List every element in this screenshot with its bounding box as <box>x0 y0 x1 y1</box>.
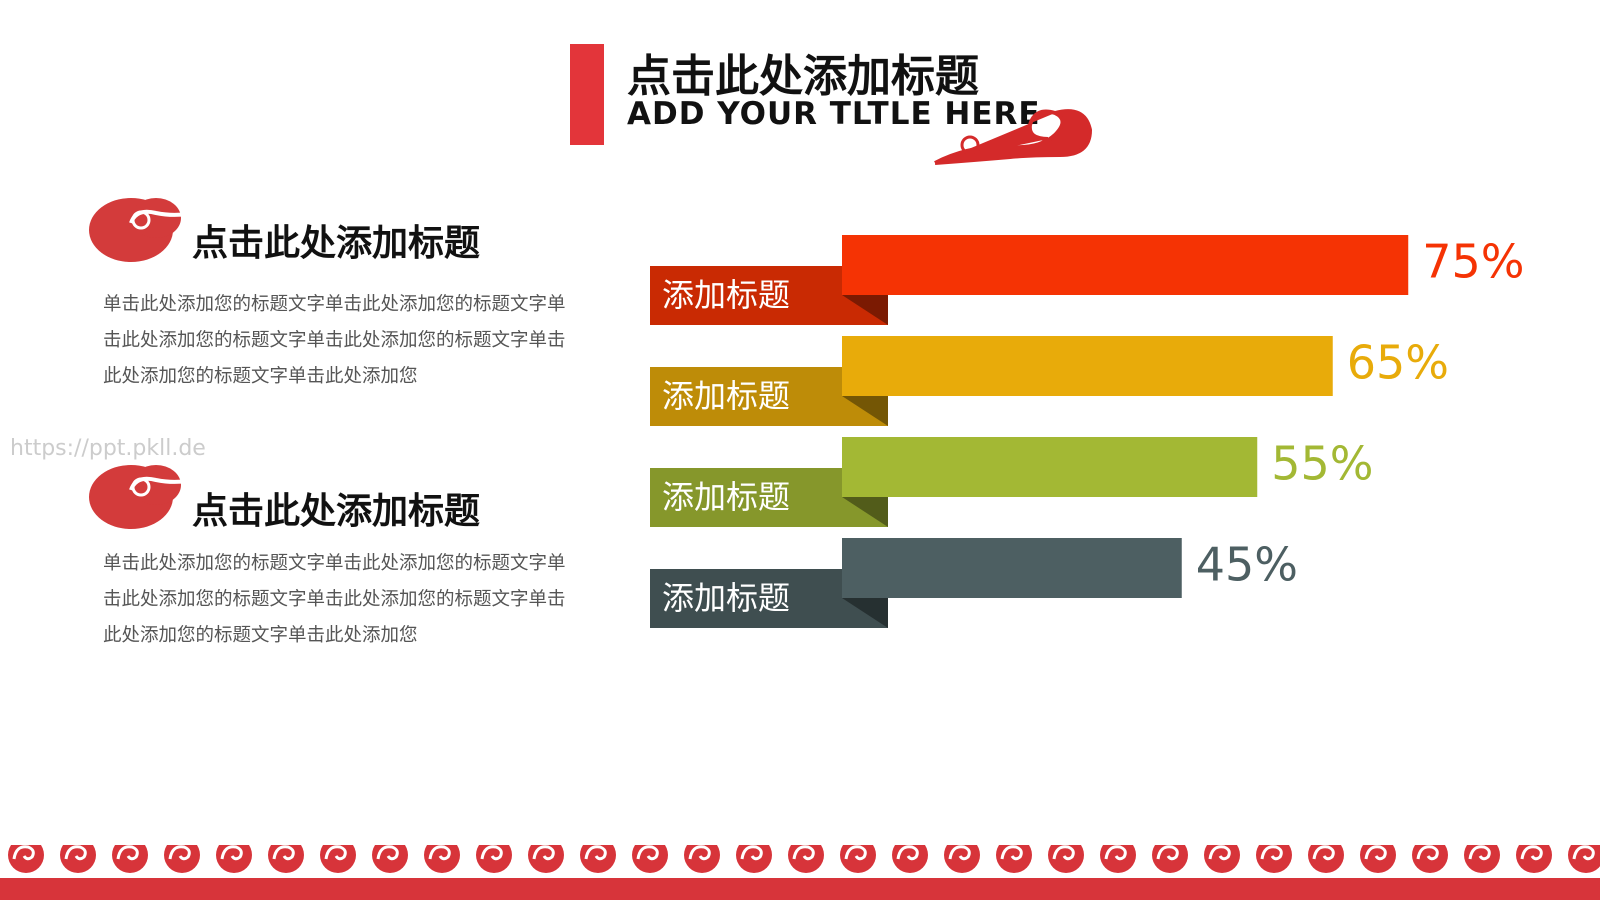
bar <box>842 437 1258 497</box>
section-heading: 点击此处添加标题 <box>192 491 481 532</box>
section-heading: 点击此处添加标题 <box>192 223 481 264</box>
value-label: 55% <box>1271 437 1373 491</box>
value-label: 45% <box>1196 538 1298 592</box>
subtitle: ADD YOUR TLTLE HERE <box>627 96 1041 132</box>
category-label: 添加标题 <box>662 579 790 617</box>
bar-fold <box>842 497 888 527</box>
cloud-ornament <box>934 109 1093 165</box>
bar <box>842 538 1182 598</box>
bar-fold <box>842 598 888 628</box>
border-strip <box>0 878 1600 900</box>
bar <box>842 336 1333 396</box>
bar-fold <box>842 295 888 325</box>
watermark: https://ppt.pkll.de <box>10 436 206 461</box>
value-label: 65% <box>1347 336 1449 390</box>
section-text: 单击此处添加您的标题文字单击此处添加您的标题文字单击此处添加您的标题文字单击此处… <box>103 294 566 387</box>
section-text: 单击此处添加您的标题文字单击此处添加您的标题文字单击此处添加您的标题文字单击此处… <box>103 553 566 646</box>
cloud-icon <box>89 465 202 529</box>
category-label: 添加标题 <box>662 276 790 314</box>
title-accent <box>570 44 604 145</box>
bar <box>842 235 1409 295</box>
cloud-icon <box>89 198 202 262</box>
title: 点击此处添加标题 <box>627 51 979 102</box>
category-label: 添加标题 <box>662 478 790 516</box>
bar-fold <box>842 396 888 426</box>
value-label: 75% <box>1422 235 1524 289</box>
category-label: 添加标题 <box>662 377 790 415</box>
